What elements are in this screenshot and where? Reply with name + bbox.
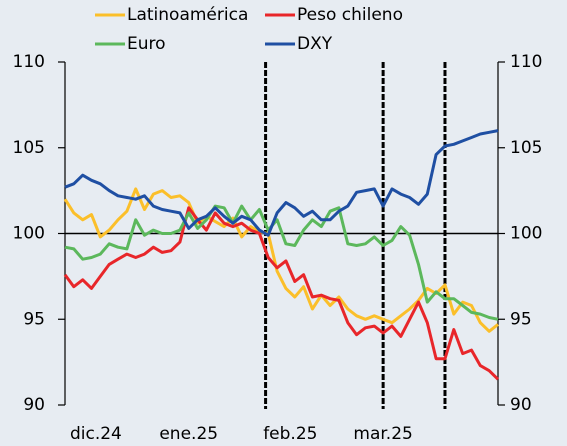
y2-tick-label: 100 [510, 224, 542, 244]
series-line [63, 187, 499, 333]
x-tick-label: feb.25 [263, 424, 317, 444]
legend-label: Peso chileno [297, 5, 403, 25]
series-line [64, 129, 499, 237]
y-tick-label: 90 [23, 395, 45, 415]
y2-tick-label: 95 [510, 309, 532, 329]
x-tick-label: dic.24 [70, 424, 122, 444]
series-line [63, 206, 500, 381]
x-tick-label: ene.25 [159, 424, 218, 444]
legend-label: Latinoamérica [127, 5, 248, 25]
y2-tick-label: 90 [510, 395, 532, 415]
legend-label: Euro [127, 34, 166, 54]
y2-tick-label: 105 [510, 138, 542, 158]
y-tick-label: 100 [13, 224, 45, 244]
y2-tick-label: 110 [510, 52, 542, 72]
y-tick-label: 110 [13, 52, 45, 72]
legend-label: DXY [297, 34, 333, 54]
y-tick-label: 105 [13, 138, 45, 158]
series-line [64, 204, 499, 321]
y-tick-label: 95 [23, 309, 45, 329]
x-tick-label: mar.25 [353, 424, 412, 444]
